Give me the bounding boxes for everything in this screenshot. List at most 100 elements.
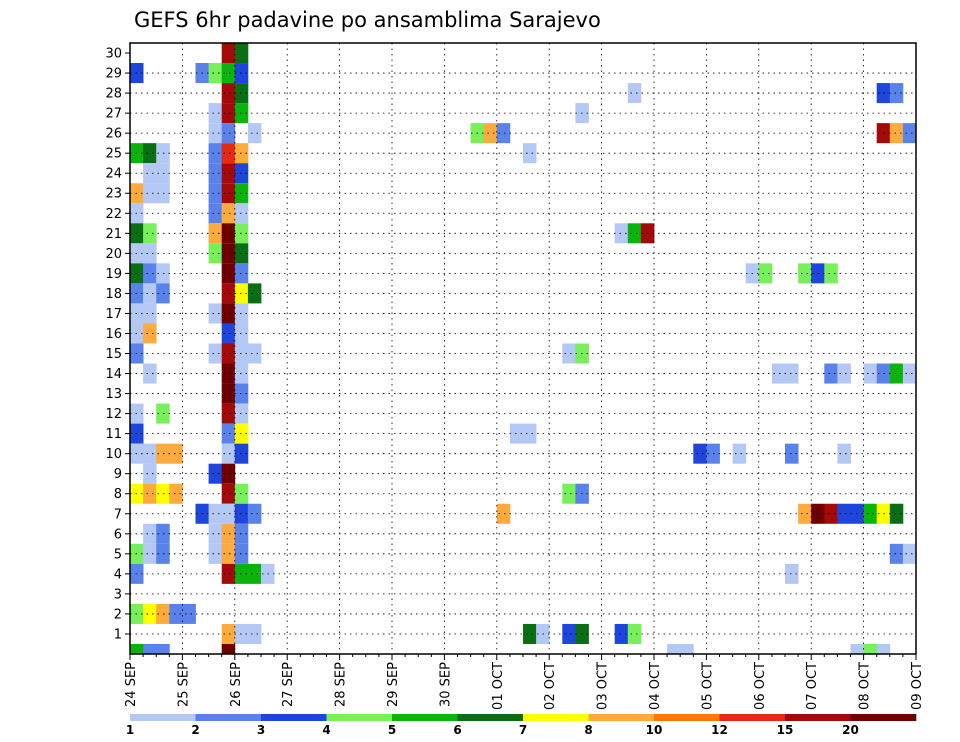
heatmap-cell bbox=[156, 163, 170, 184]
heatmap-cell bbox=[221, 283, 236, 304]
heatmap-cell bbox=[208, 163, 223, 184]
heatmap-cell bbox=[143, 443, 157, 464]
heatmap-cell bbox=[221, 123, 236, 144]
heatmap-cell bbox=[234, 523, 249, 544]
heatmap-cell bbox=[247, 563, 262, 584]
x-tick-label: 28 SEP bbox=[334, 662, 349, 707]
heatmap-cell bbox=[169, 603, 183, 624]
x-tick-label: 25 SEP bbox=[176, 662, 191, 707]
heatmap-cell bbox=[221, 403, 236, 424]
y-tick-label: 18 bbox=[105, 287, 122, 302]
heatmap-cell bbox=[798, 503, 812, 524]
heatmap-cell bbox=[156, 603, 170, 624]
y-tick-label: 7 bbox=[114, 507, 122, 522]
heatmap-cell bbox=[156, 263, 170, 284]
x-tick-label: 27 SEP bbox=[281, 662, 296, 707]
heatmap-cell bbox=[221, 163, 236, 184]
heatmap-cell bbox=[234, 383, 249, 404]
heatmap-cell bbox=[221, 303, 236, 324]
heatmap-cell bbox=[824, 363, 838, 384]
heatmap-cell bbox=[143, 303, 157, 324]
heatmap-cell bbox=[208, 143, 223, 164]
heatmap-cell bbox=[693, 443, 707, 464]
heatmap-cell bbox=[247, 123, 262, 144]
heatmap-cell bbox=[863, 643, 878, 654]
x-axis: 24 SEP 25 SEP 26 SEP 27 SEP 28 SEP 29 SEP 30 S… bbox=[124, 654, 925, 710]
heatmap-cell bbox=[863, 503, 878, 524]
y-tick-label: 17 bbox=[105, 307, 122, 322]
heatmap-cell bbox=[614, 623, 629, 644]
heatmap-cell bbox=[221, 83, 236, 104]
colorbar-swatch bbox=[850, 714, 917, 721]
y-tick-label: 26 bbox=[105, 127, 122, 142]
y-tick-label: 4 bbox=[114, 567, 122, 582]
x-tick-label: 01 OCT bbox=[491, 662, 506, 710]
colorbar-label: 7 bbox=[519, 723, 527, 737]
heatmap-cell bbox=[143, 523, 157, 544]
heatmap-cell bbox=[208, 123, 223, 144]
y-tick-label: 30 bbox=[105, 47, 122, 62]
heatmap-cell bbox=[627, 83, 642, 104]
y-tick-label: 12 bbox=[105, 407, 122, 422]
heatmap-cell bbox=[667, 643, 681, 654]
y-tick-label: 10 bbox=[105, 447, 122, 462]
colorbar-swatch bbox=[785, 714, 851, 721]
colorbar-swatch bbox=[457, 714, 524, 721]
heatmap-cell bbox=[234, 363, 249, 384]
heatmap-cell bbox=[221, 463, 236, 484]
y-axis: 1234567891011121314151617181920212223242… bbox=[105, 47, 130, 642]
heatmap-cell bbox=[234, 63, 249, 84]
heatmap-cell bbox=[208, 543, 223, 564]
heatmap-cell bbox=[771, 363, 786, 384]
heatmap-cell bbox=[234, 143, 249, 164]
colorbar-label: 8 bbox=[584, 723, 592, 737]
x-tick-label: 03 OCT bbox=[596, 662, 611, 710]
y-tick-label: 11 bbox=[105, 427, 122, 442]
colorbar-label: 5 bbox=[388, 723, 396, 737]
colorbar-label: 1 bbox=[126, 723, 134, 737]
colorbar-label: 10 bbox=[646, 723, 663, 737]
heatmap-cell bbox=[876, 503, 891, 524]
heatmap-cell bbox=[208, 303, 223, 324]
y-tick-label: 16 bbox=[105, 327, 122, 342]
y-tick-label: 28 bbox=[105, 87, 122, 102]
heatmap-cell bbox=[156, 283, 170, 304]
heatmap-cell bbox=[221, 383, 236, 404]
colorbar-swatch bbox=[195, 714, 262, 721]
heatmap-cell bbox=[247, 343, 262, 364]
x-tick-label: 24 SEP bbox=[124, 662, 139, 707]
heatmap-cell bbox=[562, 343, 576, 364]
x-tick-label: 09 OCT bbox=[910, 662, 925, 710]
heatmap-cell bbox=[234, 483, 249, 504]
heatmap-cell bbox=[208, 223, 223, 244]
heatmap-cell bbox=[798, 263, 812, 284]
heatmap-cell bbox=[221, 543, 236, 564]
heatmap-cell bbox=[837, 443, 851, 464]
heatmap-cell bbox=[156, 543, 170, 564]
y-tick-label: 2 bbox=[114, 607, 122, 622]
heatmap-cell bbox=[143, 543, 157, 564]
heatmap-cell bbox=[496, 503, 511, 524]
heatmap-cell bbox=[247, 283, 262, 304]
heatmap-cell bbox=[234, 543, 249, 564]
colorbar-label: 20 bbox=[842, 723, 859, 737]
heatmap-cell bbox=[876, 363, 891, 384]
heatmap-cell bbox=[143, 283, 157, 304]
heatmap-cell bbox=[208, 103, 223, 124]
heatmap-cell bbox=[234, 443, 249, 464]
y-tick-label: 20 bbox=[105, 247, 122, 262]
heatmap-cell bbox=[208, 503, 223, 524]
x-tick-label: 06 OCT bbox=[753, 662, 768, 710]
gridlines bbox=[130, 43, 916, 654]
heatmap-cell bbox=[208, 203, 223, 224]
y-tick-label: 5 bbox=[114, 547, 122, 562]
heatmap-cell bbox=[234, 323, 249, 344]
heatmap-cell bbox=[523, 143, 537, 164]
heatmap-cell bbox=[143, 163, 157, 184]
heatmap-cell bbox=[156, 443, 170, 464]
y-tick-label: 23 bbox=[105, 187, 122, 202]
colorbar-swatch bbox=[392, 714, 458, 721]
heatmap-cell bbox=[758, 263, 773, 284]
heatmap-cell bbox=[221, 203, 236, 224]
heatmap-cell bbox=[247, 623, 262, 644]
